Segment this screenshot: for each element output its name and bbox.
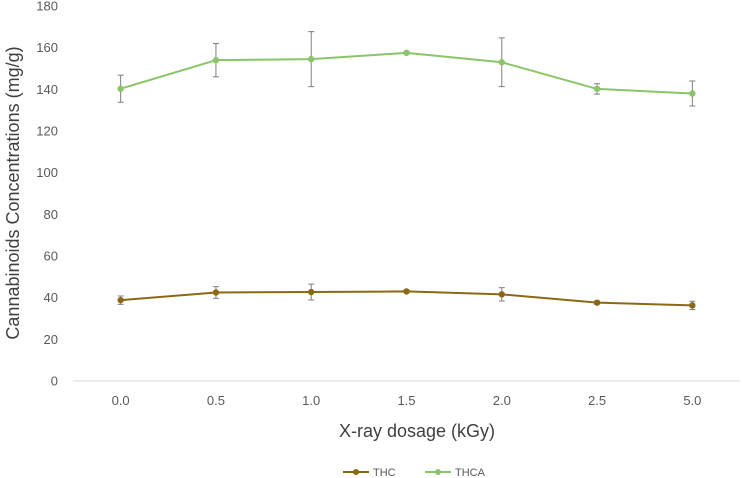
x-tick-label: 2.0 <box>493 393 511 408</box>
thca-point <box>212 56 220 64</box>
y-axis-ticks: 0 20 40 60 80 100 120 140 160 180 <box>36 0 58 389</box>
legend-marker-thca <box>435 469 441 475</box>
y-tick-label: 0 <box>51 374 58 389</box>
y-tick-label: 80 <box>44 207 58 222</box>
thc-point <box>308 288 315 296</box>
thca-point <box>689 90 696 97</box>
thca-point <box>593 85 601 93</box>
x-axis-ticks: 0.0 0.5 1.0 1.5 2.0 2.5 5.0 <box>112 393 702 408</box>
x-tick-label: 5.0 <box>683 393 701 408</box>
series-thca <box>117 31 696 107</box>
y-tick-label: 160 <box>36 40 58 55</box>
x-tick-label: 1.5 <box>397 393 415 408</box>
legend-label-thca: THCA <box>455 467 486 478</box>
series-thc <box>117 283 696 311</box>
x-axis-title: X-ray dosage (kGy) <box>339 421 495 441</box>
y-tick-label: 20 <box>44 332 58 347</box>
y-tick-label: 120 <box>36 124 58 139</box>
thc-point <box>593 299 601 306</box>
x-tick-label: 0.5 <box>207 393 225 408</box>
legend-item-thc: THC <box>343 467 396 478</box>
thca-point <box>117 85 124 92</box>
x-tick-label: 0.0 <box>112 393 130 408</box>
thc-point <box>689 302 696 309</box>
x-tick-label: 1.0 <box>302 393 320 408</box>
thca-line <box>120 51 693 95</box>
thca-point <box>498 59 505 66</box>
y-tick-label: 40 <box>44 290 58 305</box>
thc-point <box>403 288 410 295</box>
x-tick-label: 2.5 <box>588 393 606 408</box>
thca-point <box>308 55 315 63</box>
legend-item-thca: THCA <box>425 467 486 478</box>
y-tick-label: 140 <box>36 82 58 97</box>
y-tick-label: 60 <box>44 249 58 264</box>
thc-point <box>498 291 505 298</box>
thca-point <box>403 49 410 57</box>
legend: THC THCA <box>343 467 486 478</box>
thc-point <box>117 296 124 304</box>
legend-label-thc: THC <box>373 467 396 478</box>
y-axis-title: Cannabinoids Concentrations (mg/g) <box>3 46 23 339</box>
legend-marker-thc <box>353 469 359 475</box>
y-tick-label: 180 <box>36 0 58 14</box>
series-layer <box>117 31 696 311</box>
plot-area: 0 20 40 60 80 100 120 140 160 180 0.0 0.5 1.0 1.5 2.0… <box>36 0 740 408</box>
y-tick-label: 100 <box>36 165 58 180</box>
thc-point <box>212 289 220 296</box>
